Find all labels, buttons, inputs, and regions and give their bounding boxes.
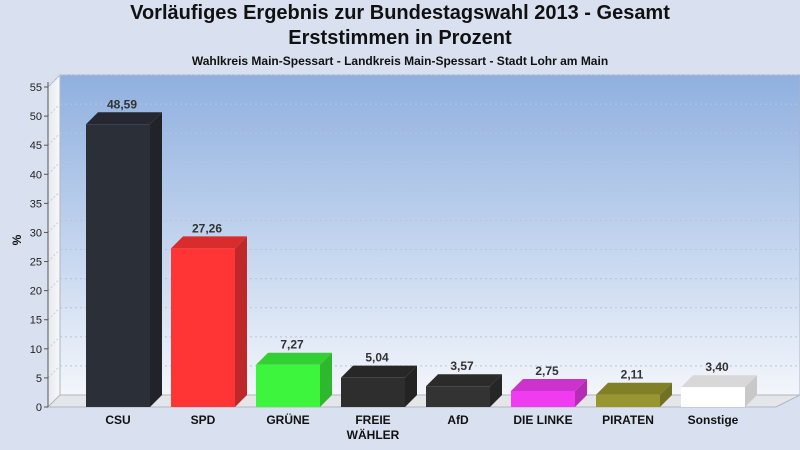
bar-front [426,386,490,407]
data-label: 5,04 [365,351,389,365]
y-tick-label: 5 [36,373,42,385]
chart-subtitle: Wahlkreis Main-Spessart - Landkreis Main… [191,54,609,68]
grid-line [47,365,61,379]
y-tick-label: 55 [30,82,42,94]
x-tick-label: DIE LINKE [513,413,572,427]
bar-side [660,382,672,407]
chart-title-line-2: Erststimmen in Prozent [288,27,512,49]
grid-line [47,191,61,204]
y-tick-label: 0 [36,402,42,414]
bar-front [341,377,405,407]
bar-afd [426,374,502,407]
bar-top [681,375,757,388]
grid-line [47,278,61,291]
bar-side [575,379,587,407]
grid-line [47,220,61,233]
x-tick-label: SPD [191,413,216,427]
bar-side [490,374,502,407]
x-tick-label: GRÜNE [266,412,309,427]
y-tick-label: 40 [30,169,42,181]
bar-front [86,124,150,407]
x-tick-label: AfD [447,413,469,427]
data-label: 2,11 [621,368,644,382]
bar-front [171,248,235,407]
bar-die-linke [511,379,587,407]
data-label: 2,75 [535,364,559,378]
grid-line [47,103,61,117]
x-tick-label: PIRATEN [602,413,654,427]
bar-top [426,374,502,387]
bar-top [511,379,587,391]
bar-side [405,365,417,407]
bar-top [86,112,162,125]
bar-top [596,382,672,395]
x-tick-label: CSU [105,413,130,427]
y-tick-label: 15 [30,315,42,327]
grid-line [47,307,61,321]
bar-front [511,391,575,407]
x-tick-label: FREIE [355,413,390,427]
bar-grüne [256,352,332,407]
bar-side [745,375,757,407]
y-tick-label: 10 [30,344,42,356]
y-tick-label: 30 [30,227,42,239]
y-tick-label: 25 [30,257,42,269]
data-label: 48,59 [107,97,137,111]
y-axis-label: % [10,234,24,245]
chart-title: Vorläufiges Ergebnis zur Bundestagswahl … [130,2,670,24]
grid-line [47,336,61,350]
bar-side [320,352,332,407]
bar-front [681,387,745,407]
bar-spd [171,236,247,407]
plot-side-wall [47,73,61,409]
bar-top [256,352,332,365]
x-tick-label: WÄHLER [347,427,400,442]
data-label: 3,40 [705,360,729,374]
bar-side [235,236,247,407]
y-tick-label: 35 [30,198,42,210]
bar-piraten [596,382,672,407]
bar-front [596,394,660,407]
grid-line [47,161,61,175]
y-tick-label: 45 [30,140,42,152]
grid-line [47,74,61,88]
bar-sonstige [681,375,757,407]
bar-freie-wähler [341,365,417,407]
bar-side [150,112,162,407]
x-tick-label: Sonstige [688,413,739,427]
data-label: 7,27 [280,338,304,352]
grid-line [47,132,61,146]
bar-top [341,365,417,378]
bar-csu [86,112,162,407]
y-tick-label: 20 [30,286,42,298]
bar-front [256,364,320,407]
data-label: 27,26 [192,221,222,235]
y-tick-label: 50 [30,111,42,123]
bar-top [171,236,247,249]
grid-line [47,249,61,262]
data-label: 3,57 [450,359,474,373]
